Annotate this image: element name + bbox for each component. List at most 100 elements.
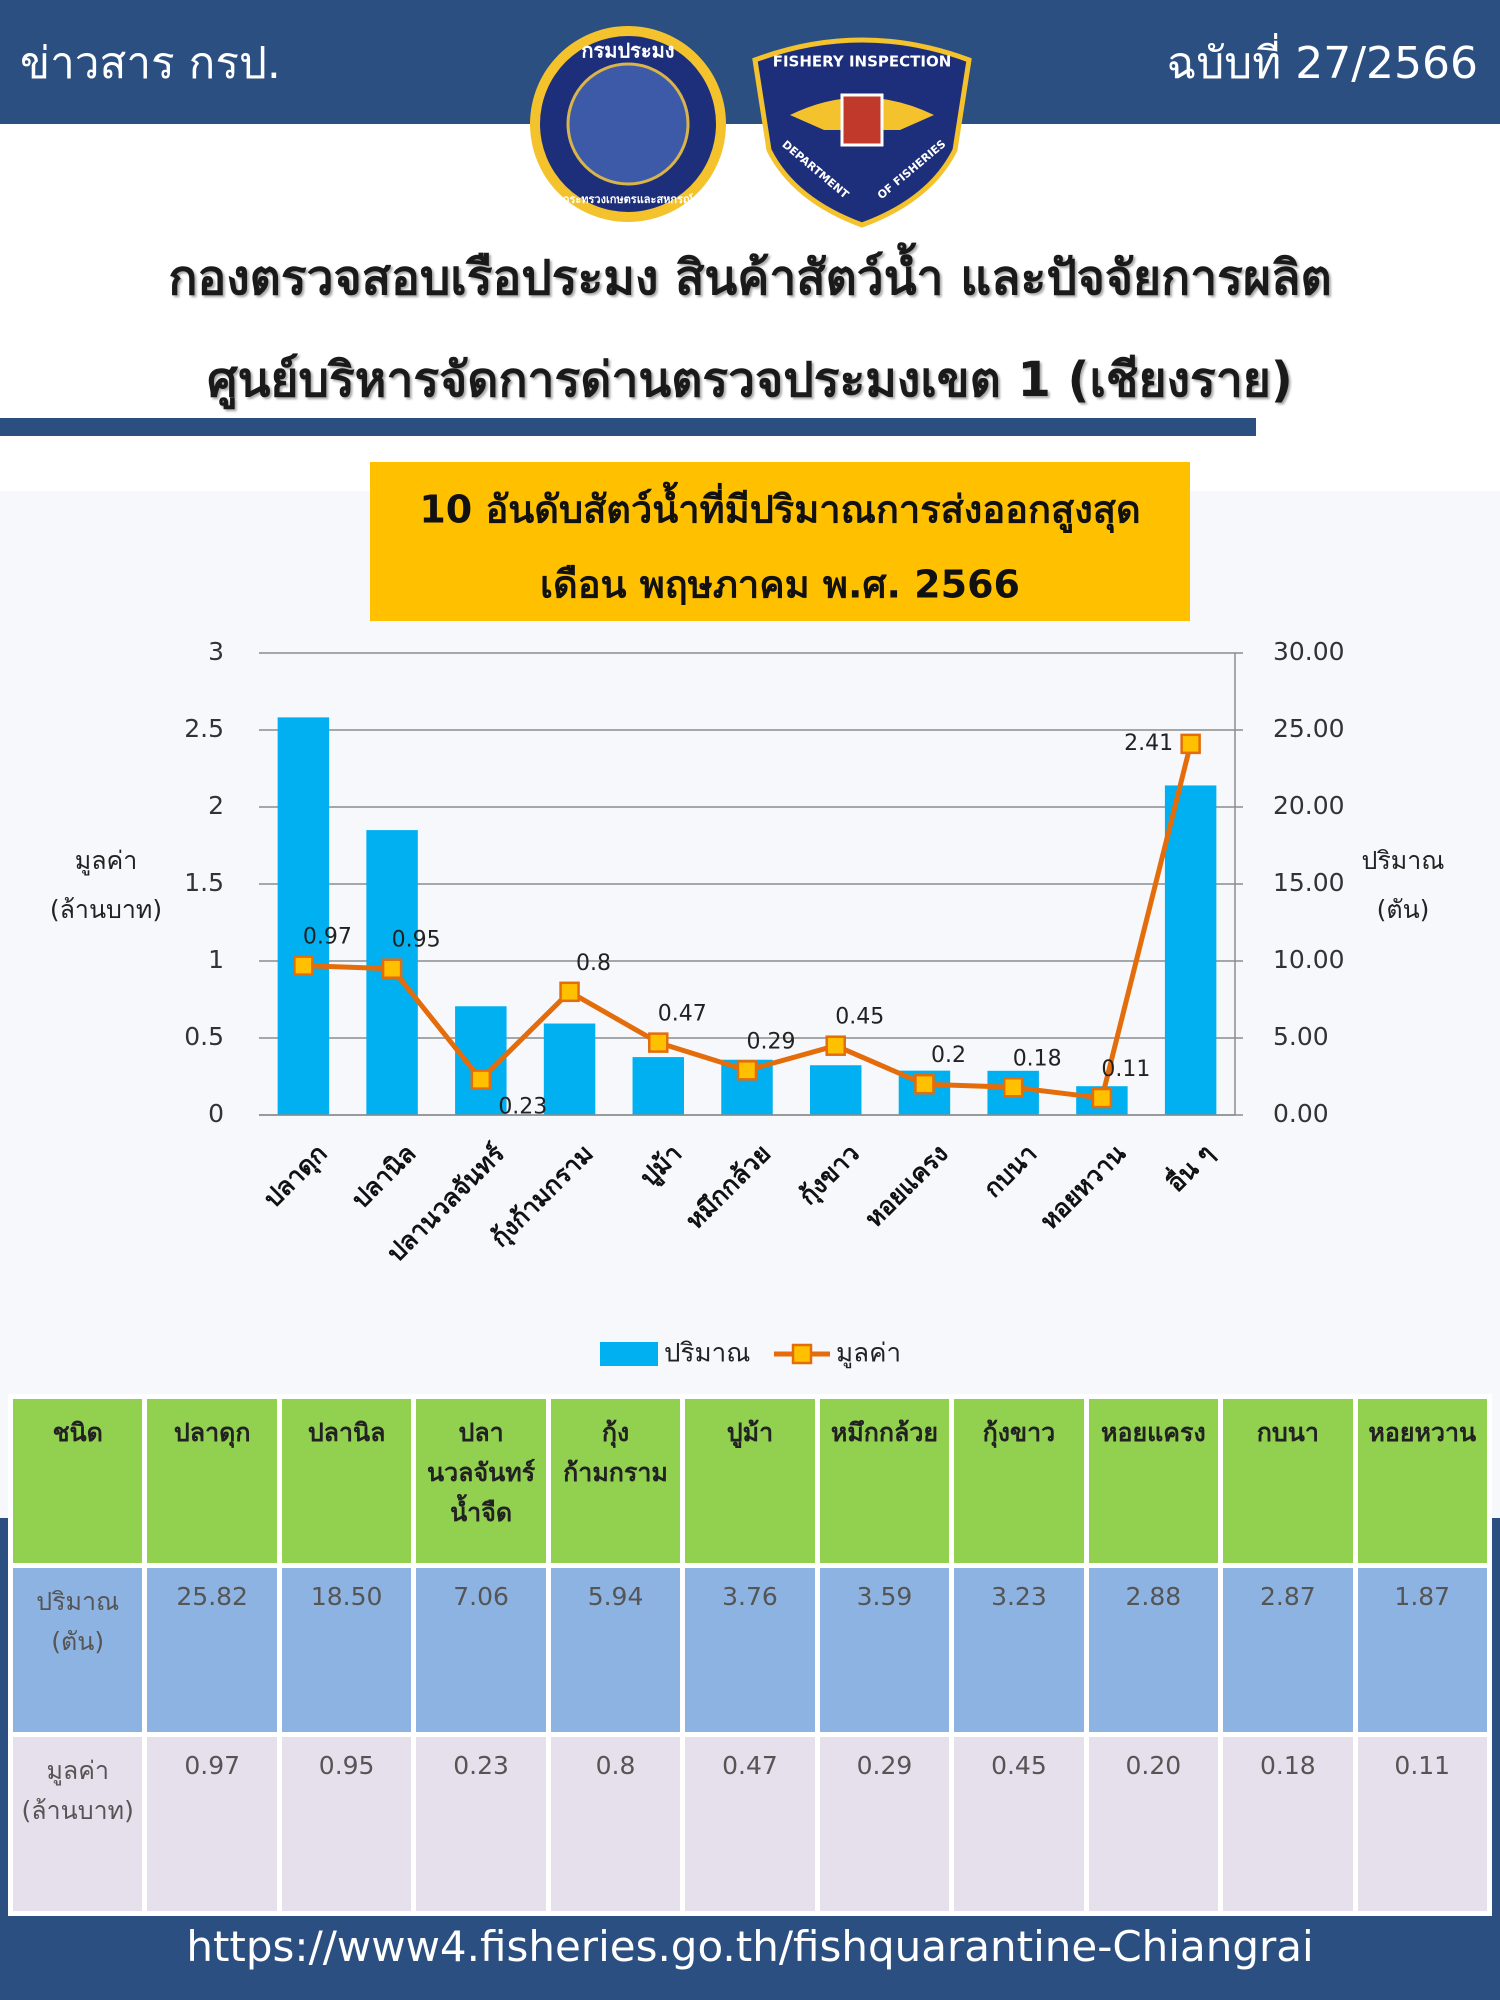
table-cell: 0.23 xyxy=(416,1737,546,1911)
table-header-cell: หอยหวาน xyxy=(1357,1399,1487,1563)
table-row: ปริมาณ (ตัน) 25.82 18.50 7.06 5.94 3.76 3.59 3.… xyxy=(13,1568,1487,1732)
table-cell: 7.06 xyxy=(416,1568,546,1732)
legend-label: มูลค่า xyxy=(836,1339,901,1369)
data-label: 0.2 xyxy=(931,1043,966,1068)
table-cell: 0.47 xyxy=(685,1737,815,1911)
table-cell: 1.87 xyxy=(1357,1568,1487,1732)
marker xyxy=(293,955,314,976)
main-title: ศูนย์บริหารจัดการด่านตรวจประมงเขต 1 (เชี… xyxy=(207,352,1293,408)
table-cell: 0.97 xyxy=(147,1737,277,1911)
marker xyxy=(559,981,580,1003)
header-bar: ข่าวสาร กรป. ฉบับที่ 27/2566 xyxy=(0,0,1500,124)
marker xyxy=(1180,733,1201,755)
table-cell: 0.8 xyxy=(550,1737,681,1911)
header-left: ข่าวสาร กรป. xyxy=(20,38,281,89)
table-cell: 0.18 xyxy=(1223,1737,1353,1911)
data-label: 0.95 xyxy=(392,928,441,953)
table-header-cell: ชนิด xyxy=(13,1399,143,1563)
bar xyxy=(1164,785,1217,1115)
y-tick-label: 2 xyxy=(208,791,224,820)
y-tick-label: 0 xyxy=(208,1099,224,1128)
x-tick-label: ปูม้า xyxy=(634,1139,689,1194)
y-tick-label: 0.5 xyxy=(184,1022,224,1051)
logo-emblem xyxy=(566,62,690,186)
y-axis-title: มูลค่า xyxy=(75,846,138,876)
header-right: ฉบับที่ 27/2566 xyxy=(1166,38,1478,89)
marker xyxy=(470,1069,492,1090)
logo-text: กรมประมง xyxy=(581,39,674,63)
table-header-cell: กุ้งขาว xyxy=(954,1399,1084,1563)
marker xyxy=(648,1032,669,1053)
x-tick-label: อื่น ๆ xyxy=(1159,1137,1220,1198)
y-axis-title: (ล้านบาท) xyxy=(50,895,162,924)
table-cell: 3.59 xyxy=(819,1568,950,1732)
title-rule xyxy=(0,418,1256,436)
table-cell: 3.23 xyxy=(954,1568,1084,1732)
table-cell: 0.29 xyxy=(819,1737,950,1911)
table-cell: 25.82 xyxy=(147,1568,277,1732)
data-label: 0.47 xyxy=(658,1002,707,1027)
main-title: กองตรวจสอบเรือประมง สินค้าสัตว์น้ำ และปั… xyxy=(168,250,1332,306)
x-tick-label: ปลานิล xyxy=(346,1139,421,1214)
data-label: 0.97 xyxy=(303,925,352,950)
chart-panel xyxy=(0,491,1500,1521)
chart: 10 อันดับสัตว์น้ำที่มีปริมาณการส่งออกสูง… xyxy=(50,462,1445,1369)
table-cell: 5.94 xyxy=(550,1568,681,1732)
marker xyxy=(914,1073,935,1095)
logo-badge xyxy=(840,93,884,147)
data-label: 0.18 xyxy=(1013,1046,1062,1071)
y2-tick-label: 25.00 xyxy=(1273,714,1345,743)
marker xyxy=(825,1035,846,1056)
y2-axis-title: ปริมาณ xyxy=(1361,846,1444,875)
table-cell: 3.76 xyxy=(685,1568,815,1732)
table-header-cell: ปูม้า xyxy=(685,1399,815,1563)
chart-title-box xyxy=(370,462,1190,621)
y2-tick-label: 20.00 xyxy=(1273,791,1345,820)
x-tick-label: กบนา xyxy=(978,1139,1042,1203)
y-tick-label: 2.5 xyxy=(184,714,224,743)
table-row: มูลค่า (ล้านบาท) 0.97 0.95 0.23 0.8 0.47 0.29 0… xyxy=(13,1737,1487,1911)
legend-swatch xyxy=(600,1342,658,1366)
table-cell: 0.20 xyxy=(1088,1737,1219,1911)
bar xyxy=(809,1065,862,1115)
logo-text: กระทรวงเกษตรและสหกรณ์ xyxy=(563,193,694,206)
table-cell: 2.87 xyxy=(1223,1568,1353,1732)
y2-tick-label: 30.00 xyxy=(1273,637,1345,666)
y2-tick-label: 0.00 xyxy=(1273,1099,1329,1128)
bar xyxy=(632,1057,685,1115)
logos: กรมประมง กระทรวงเกษตรและสหกรณ์ FISHERY I… xyxy=(530,26,972,228)
marker xyxy=(381,958,403,979)
y-tick-label: 1 xyxy=(208,945,224,974)
chart-title: 10 อันดับสัตว์น้ำที่มีปริมาณการส่งออกสูง… xyxy=(419,482,1140,534)
data-label: 0.29 xyxy=(747,1029,796,1054)
table-cell: 0.11 xyxy=(1357,1737,1487,1911)
x-tick-label: หอยแครง xyxy=(859,1139,953,1233)
y-tick-label: 1.5 xyxy=(184,868,224,897)
y-tick-label: 3 xyxy=(208,637,224,666)
y2-tick-label: 5.00 xyxy=(1273,1022,1329,1051)
table-cell: 2.88 xyxy=(1088,1568,1219,1732)
data-label: 0.45 xyxy=(835,1005,884,1030)
data-label: 0.11 xyxy=(1101,1057,1150,1082)
table-header-row: ชนิด ปลาดุก ปลานิล ปลานวลจันทร์น้ำจืด กุ้งก้… xyxy=(13,1399,1487,1563)
marker xyxy=(1091,1087,1113,1109)
data-label: 0.23 xyxy=(498,1095,547,1120)
y2-tick-label: 10.00 xyxy=(1273,945,1345,974)
x-tick-label: หมึกกล้วย xyxy=(680,1139,776,1235)
table-header-cell: กบนา xyxy=(1223,1399,1353,1563)
table-header-cell: หมึกกล้วย xyxy=(819,1399,950,1563)
legend-label: ปริมาณ xyxy=(664,1339,750,1369)
x-tick-label: ปลาดุก xyxy=(258,1139,334,1215)
footer-url: https://www4.fisheries.go.th/fishquarant… xyxy=(186,1922,1314,1971)
table-cell: มูลค่า (ล้านบาท) xyxy=(13,1737,143,1911)
logo-text: FISHERY INSPECTION xyxy=(773,53,952,71)
data-label: 0.8 xyxy=(576,951,611,976)
marker xyxy=(736,1060,758,1081)
table-header-cell: ปลาดุก xyxy=(147,1399,277,1563)
marker xyxy=(1002,1077,1024,1098)
table-cell: ปริมาณ (ตัน) xyxy=(13,1568,143,1732)
table-cell: 18.50 xyxy=(281,1568,412,1732)
data-label: 2.41 xyxy=(1124,731,1173,756)
bar xyxy=(543,1023,596,1115)
